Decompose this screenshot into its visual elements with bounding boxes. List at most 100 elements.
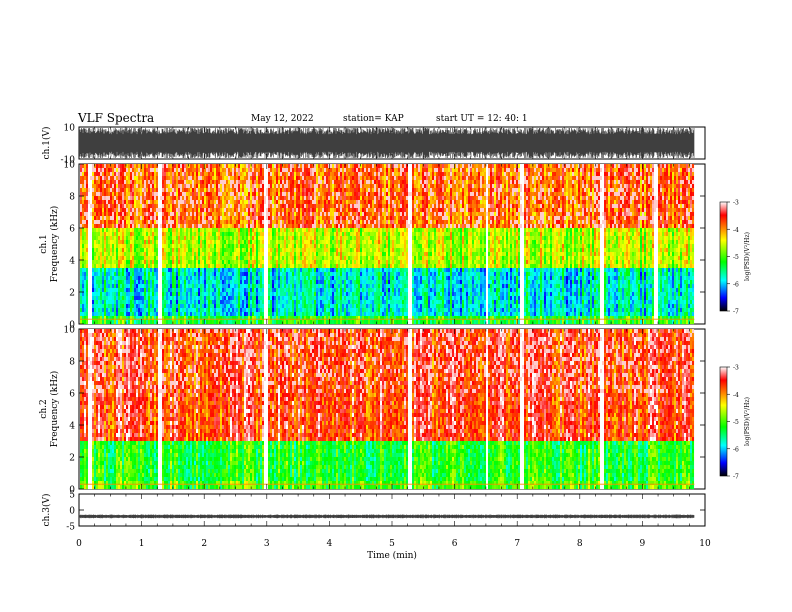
ch1-spectrogram-cell <box>108 248 110 252</box>
ch1-spectrogram-cell <box>118 268 120 272</box>
ch1-spectrogram-cell <box>108 264 110 268</box>
ch1-spectrogram-cell <box>96 300 98 304</box>
ch1-spectrogram-cell <box>82 256 84 260</box>
ch1-spectrogram-cell <box>112 244 114 248</box>
ch1-spectrogram-cell <box>86 196 88 200</box>
ch1-spectrogram-cell <box>112 168 114 172</box>
ch1-spectrogram-cell <box>98 200 100 204</box>
ch1-spectrogram-cell <box>84 296 86 300</box>
ch1-spectrogram-cell <box>86 236 88 240</box>
ch1-spectrogram-cell <box>92 280 94 284</box>
ch1-spectrogram-cell <box>84 216 86 220</box>
ch1-spectrogram-cell <box>102 228 104 232</box>
ch1-spectrogram-cell <box>80 200 82 204</box>
ch1-spectrogram-cell <box>110 196 112 200</box>
ch1-spectrogram-cell <box>88 204 90 208</box>
ch1-spectrogram-cell <box>98 208 100 212</box>
ch1-spectrogram-cell <box>116 292 118 296</box>
ch1-spectrogram-cell <box>102 252 104 256</box>
ch1-spectrogram-cell <box>92 216 94 220</box>
ch1-spectrogram-cell <box>114 292 116 296</box>
ch1-spectrogram-cell <box>80 312 82 316</box>
ch1-spectrogram-cell <box>82 204 84 208</box>
ch1-spectrogram-cell <box>102 192 104 196</box>
ch1-spectrogram-cell <box>114 196 116 200</box>
ch1-spectrogram-cell <box>108 252 110 256</box>
ch1-spectrogram-cell <box>80 256 82 260</box>
ch1-spectrogram-cell <box>98 320 100 324</box>
ch1-spectrogram-cell <box>118 216 120 220</box>
ch1-spectrogram-cell <box>112 284 114 288</box>
ch1-spectrogram-cell <box>102 208 104 212</box>
ch1-spectrogram-cell <box>102 168 104 172</box>
ch1-spectrogram-cell <box>92 200 94 204</box>
ch1-spectrogram-cell <box>102 232 104 236</box>
ch1-spectrogram-cell <box>90 208 92 212</box>
ch1-spectrogram-cell <box>86 184 88 188</box>
ch1-spectrogram-cell <box>88 260 90 264</box>
ch1-spectrogram-cell <box>118 164 120 168</box>
ch1-spectrogram-cell <box>92 248 94 252</box>
ch1-spectrogram-cell <box>100 260 102 264</box>
ch1-spectrogram-cell <box>114 252 116 256</box>
ch1-spectrogram-cell <box>104 292 106 296</box>
ch1-spectrogram-cell <box>100 168 102 172</box>
ch1-spectrogram-cell <box>98 304 100 308</box>
ch1-spectrogram-cell <box>82 200 84 204</box>
ch1-spectrogram-cell <box>80 208 82 212</box>
ch1-spectrogram-cell <box>96 232 98 236</box>
ch1-spectrogram-cell <box>118 256 120 260</box>
ch1-spectrogram-cell <box>100 300 102 304</box>
ch1-spectrogram-cell <box>92 320 94 324</box>
ch1-spectrogram-cell <box>92 312 94 316</box>
ch1-spectrogram-cell <box>100 176 102 180</box>
ch1-spectrogram-cell <box>80 244 82 248</box>
ch1-spectrogram-cell <box>102 248 104 252</box>
ch1-spectrogram-cell <box>112 164 114 168</box>
ch1-spectrogram-cell <box>86 304 88 308</box>
ch1-spectrogram-cell <box>88 308 90 312</box>
ch1-spectrogram-cell <box>84 268 86 272</box>
ch1-spectrogram-cell <box>116 228 118 232</box>
ch1-spectrogram-cell <box>116 248 118 252</box>
ch1-spectrogram-cell <box>108 176 110 180</box>
ch1-spectrogram-cell <box>92 288 94 292</box>
ch1-spectrogram-cell <box>96 272 98 276</box>
ch1-spectrogram-cell <box>100 172 102 176</box>
ch1-spectrogram-cell <box>82 276 84 280</box>
ch1-spectrogram-cell <box>114 320 116 324</box>
ch1-spectrogram-cell <box>98 308 100 312</box>
ch1-spectrogram-cell <box>116 168 118 172</box>
ch1-spectrogram-cell <box>98 284 100 288</box>
ch1-spectrogram-cell <box>96 188 98 192</box>
ch1-spectrogram-cell <box>106 208 108 212</box>
ch1-spectrogram-cell <box>82 180 84 184</box>
ch1-spectrogram-cell <box>88 240 90 244</box>
ch1-spectrogram-cell <box>96 216 98 220</box>
ch1-spectrogram-cell <box>98 176 100 180</box>
ch1-spectrogram-cell <box>114 236 116 240</box>
ch1-spectrogram-cell <box>86 252 88 256</box>
ch1-spectrogram-cell <box>116 264 118 268</box>
ch1-spectrogram-cell <box>116 208 118 212</box>
ch1-spectrogram-cell <box>110 184 112 188</box>
ch1-spectrogram-cell <box>118 284 120 288</box>
ch1-spectrogram-cell <box>80 184 82 188</box>
ch1-spectrogram-cell <box>88 200 90 204</box>
ch1-spectrogram-cell <box>96 256 98 260</box>
ch1-spectrogram-cell <box>110 280 112 284</box>
ch1-spectrogram-cell <box>102 236 104 240</box>
ch1-spectrogram-cell <box>92 228 94 232</box>
ch1-spectrogram-cell <box>110 264 112 268</box>
ch1-spectrogram-cell <box>106 240 108 244</box>
ch1-spectrogram-cell <box>88 296 90 300</box>
ch1-spectrogram-cell <box>116 232 118 236</box>
ch1-spectrogram-cell <box>98 240 100 244</box>
ch1-spectrogram-cell <box>90 200 92 204</box>
ch1-spectrogram-cell <box>92 172 94 176</box>
ch1-spectrogram-cell <box>92 224 94 228</box>
ch1-spectrogram-cell <box>118 212 120 216</box>
ch1-spectrogram-cell <box>100 276 102 280</box>
ch1-spectrogram-cell <box>98 292 100 296</box>
ch1-spectrogram-cell <box>100 220 102 224</box>
